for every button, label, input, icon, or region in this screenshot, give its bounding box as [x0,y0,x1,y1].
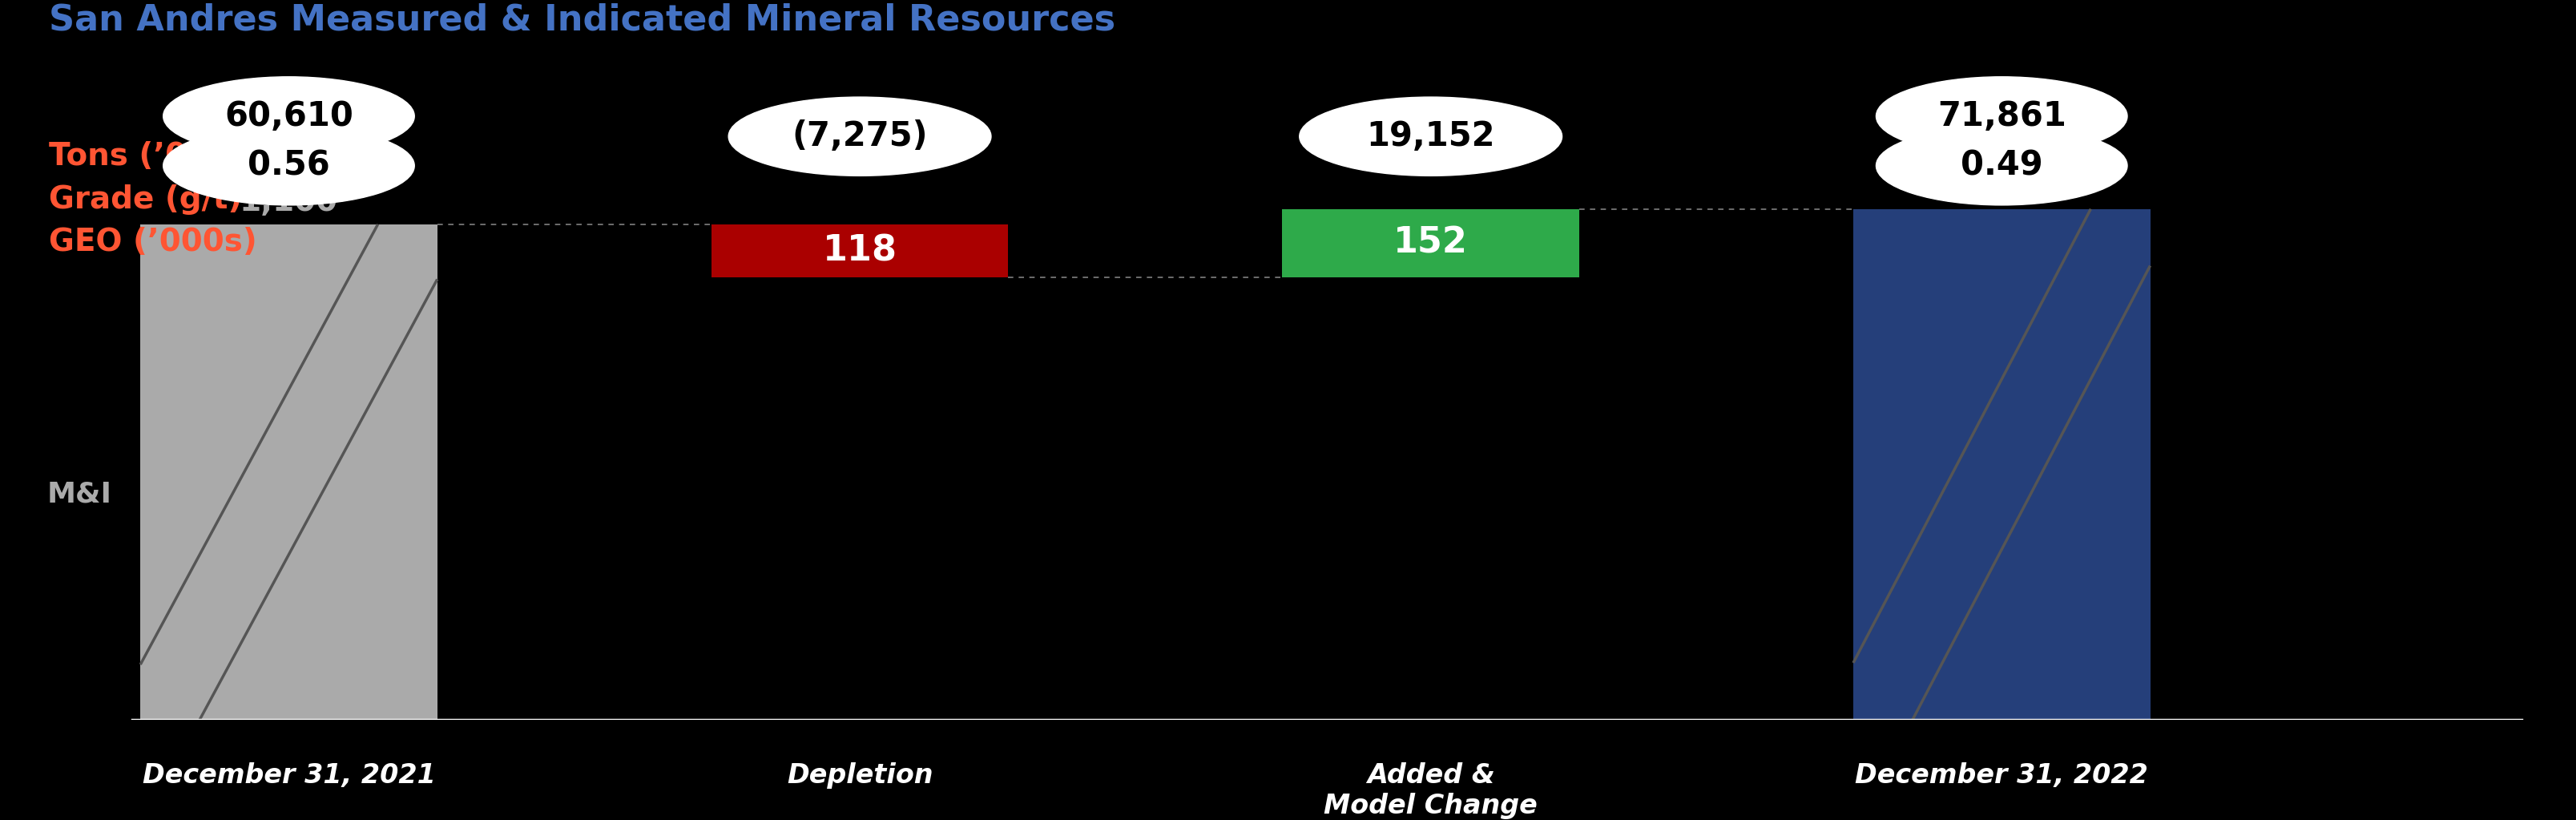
Text: (7,275): (7,275) [791,120,927,153]
Text: 0.56: 0.56 [247,149,330,183]
Text: Tons (’000s): Tons (’000s) [49,142,263,172]
Text: 0.49: 0.49 [1960,149,2043,183]
Bar [711,224,1007,277]
Text: San Andres Measured & Indicated Mineral Resources: San Andres Measured & Indicated Mineral … [49,3,1115,38]
Bar [1852,209,2151,720]
Ellipse shape [162,126,415,205]
Text: 1,100: 1,100 [240,187,337,217]
Bar [1283,209,1579,277]
Ellipse shape [729,97,992,175]
Text: December 31, 2022: December 31, 2022 [1855,763,2148,789]
Text: 118: 118 [822,234,896,268]
Text: 19,152: 19,152 [1365,120,1494,153]
Ellipse shape [1298,97,1561,175]
Text: 152: 152 [1394,226,1468,261]
Text: Grade (g/t): Grade (g/t) [49,184,242,215]
Text: M&I: M&I [46,481,111,508]
Text: 1,134: 1,134 [1953,171,2050,203]
Text: Added &
Model Change: Added & Model Change [1324,763,1538,819]
Ellipse shape [1875,126,2128,205]
Text: 60,610: 60,610 [224,99,353,133]
Bar [139,224,438,720]
Text: December 31, 2021: December 31, 2021 [142,763,435,789]
Text: GEO (’000s): GEO (’000s) [49,227,258,257]
Ellipse shape [1875,77,2128,156]
Text: Depletion: Depletion [786,763,933,789]
Text: 71,861: 71,861 [1937,99,2066,133]
Ellipse shape [162,77,415,156]
